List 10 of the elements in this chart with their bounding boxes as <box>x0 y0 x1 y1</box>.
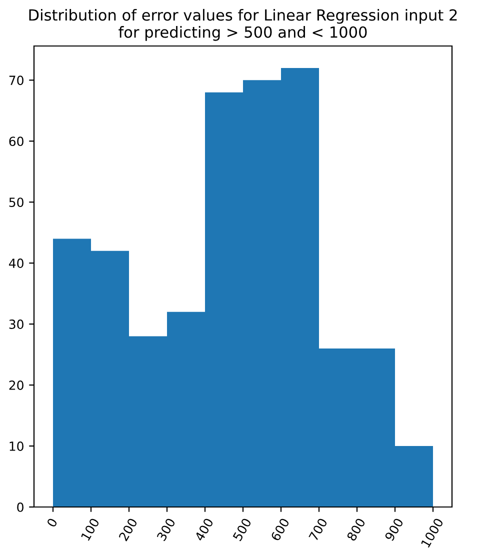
y-tick-label: 70 <box>9 76 24 86</box>
y-tick-label: 60 <box>9 136 24 146</box>
y-tick-label: 20 <box>9 380 24 390</box>
y-tick-label: 0 <box>17 502 24 512</box>
y-tick-label: 40 <box>8 258 24 268</box>
y-tick-label: 10 <box>10 441 24 451</box>
x-tick-label: 0 <box>46 518 58 528</box>
y-tick-label: 50 <box>9 198 24 208</box>
chart-title: Distribution of error values for Linear Regression input 2 for predicting > 500 and < 1000 <box>29 8 457 41</box>
y-tick-label: 30 <box>9 320 24 329</box>
